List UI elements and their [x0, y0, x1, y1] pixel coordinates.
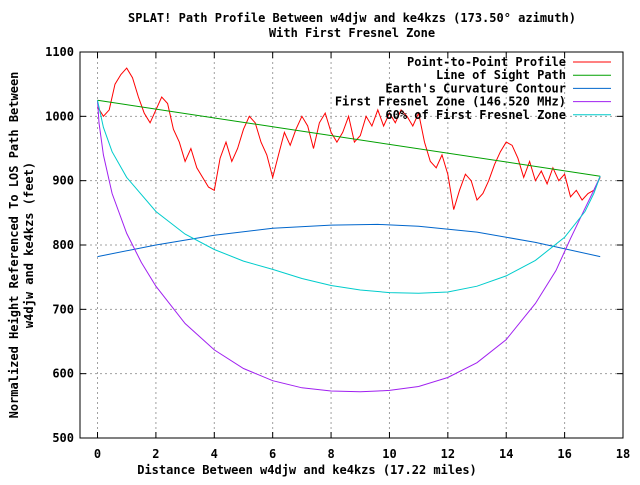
series-line-4 [97, 100, 601, 393]
y-axis-label-line1: Normalized Height Referenced To LOS Path… [7, 72, 21, 419]
x-tick-label: 4 [211, 447, 218, 461]
x-axis-label: Distance Between w4djw and ke4kzs (17.22… [137, 463, 477, 477]
chart-title: SPLAT! Path Profile Between w4djw and ke… [128, 11, 576, 25]
legend-label-5: 60% of First Fresnel Zone [385, 108, 566, 122]
y-tick-label: 1100 [45, 45, 74, 59]
legend-label-2: Line of Sight Path [436, 68, 566, 82]
x-tick-label: 6 [269, 447, 276, 461]
x-tick-label: 0 [94, 447, 101, 461]
legend-label-3: Earth's Curvature Contour [385, 81, 566, 95]
x-tick-label: 2 [152, 447, 159, 461]
series-line-2 [97, 99, 601, 177]
tick-layer: 0 2 4 6 8 10 12 14 16 18 500 600 700 800 900 1000 1100 [45, 45, 630, 461]
x-tick-label: 14 [499, 447, 513, 461]
series-layer [97, 67, 601, 393]
legend-label-1: Point-to-Point Profile [407, 55, 566, 69]
x-tick-label: 12 [441, 447, 455, 461]
y-tick-label: 600 [52, 367, 74, 381]
y-tick-label: 900 [52, 174, 74, 188]
x-tick-label: 16 [557, 447, 571, 461]
y-tick-label: 500 [52, 431, 74, 445]
y-axis-label-line2: w4djw and ke4kzs (feet) [22, 162, 36, 328]
chart-subtitle: With First Fresnel Zone [269, 26, 435, 40]
x-tick-label: 8 [327, 447, 334, 461]
series-line-3 [97, 223, 601, 258]
y-tick-label: 700 [52, 302, 74, 316]
x-tick-label: 18 [616, 447, 630, 461]
y-tick-label: 800 [52, 238, 74, 252]
series-line-5 [97, 100, 601, 294]
x-tick-label: 10 [382, 447, 396, 461]
series-line-1 [97, 67, 601, 210]
y-tick-label: 1000 [45, 109, 74, 123]
legend-label-4: First Fresnel Zone (146.520 MHz) [335, 95, 566, 109]
